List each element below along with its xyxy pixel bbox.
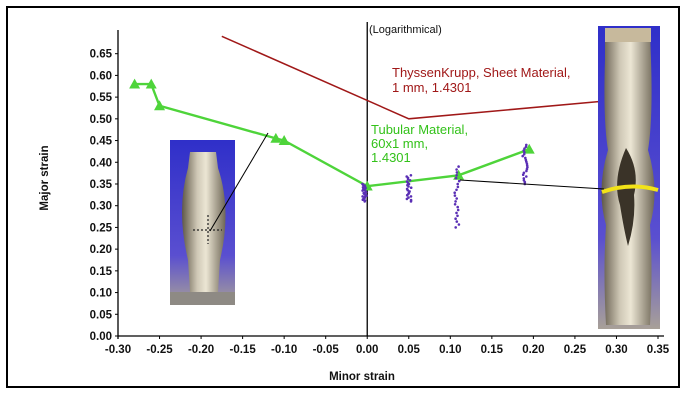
y-tick-label: 0.55 (90, 92, 113, 104)
measurement-point (454, 200, 457, 203)
x-tick-label: 0.35 (647, 344, 670, 356)
series-lines (129, 35, 600, 191)
x-tick-label: -0.05 (313, 344, 340, 356)
x-tick-label: 0.15 (481, 344, 504, 356)
measurement-point (456, 208, 460, 212)
measurement-point (409, 174, 413, 177)
sheet-label-line-2: 1 mm, 1.4301 (392, 80, 472, 95)
measurement-point (455, 174, 458, 177)
measurement-point (457, 223, 461, 226)
measurement-point (523, 147, 526, 150)
measurement-point (453, 191, 457, 194)
measurement-point (405, 175, 409, 178)
measurement-point (453, 203, 457, 206)
specimen-photo-right (598, 26, 660, 329)
measurement-point (361, 186, 365, 189)
triangle-marker (145, 78, 157, 89)
measurement-point (405, 187, 409, 191)
triangle-marker (270, 132, 282, 143)
measurement-point (457, 179, 461, 183)
tubular-series-label: Tubular Material, 60x1 mm, 1.4301 (371, 122, 472, 165)
tick-labels: -0.30 -0.25 -0.20 -0.15 -0.10 -0.05 0.00 0.05 0.… (90, 49, 670, 356)
measurement-point (361, 195, 364, 198)
y-tick-label: 0.30 (90, 201, 112, 213)
x-tick-label: 0.30 (605, 344, 627, 356)
tubular-label-line-1: Tubular Material, (371, 122, 468, 137)
measurement-point (454, 176, 458, 180)
y-tick-label: 0.60 (90, 70, 112, 82)
measurement-point (455, 220, 459, 223)
measurement-point (409, 198, 413, 202)
measurement-point (407, 196, 410, 199)
sheet-series-label: ThyssenKrupp, Sheet Material, 1 mm, 1.43… (392, 65, 574, 95)
log-annotation: (Logarithmical) (369, 24, 442, 36)
measurement-point (363, 195, 367, 199)
y-axis-title: Major strain (39, 145, 51, 210)
y-tick-label: 0.50 (90, 114, 112, 126)
x-tick-label: 0.25 (564, 344, 587, 356)
y-tick-label: 0.15 (90, 266, 113, 278)
measurement-point (409, 195, 413, 198)
axes (115, 22, 664, 339)
measurement-point (524, 156, 527, 160)
measurement-point (454, 226, 458, 229)
x-tick-label: 0.20 (522, 344, 544, 356)
x-tick-label: -0.20 (188, 344, 214, 356)
y-tick-label: 0.00 (90, 331, 112, 343)
triangle-marker (129, 78, 141, 89)
measurement-point (456, 205, 460, 209)
measurement-point (456, 214, 459, 218)
x-tick-label: -0.30 (105, 344, 131, 356)
measurement-point (409, 186, 413, 189)
measurement-point (455, 171, 459, 174)
measurement-point (522, 177, 526, 180)
measurement-point (521, 154, 524, 158)
y-tick-label: 0.10 (90, 288, 112, 300)
specimen-photo-left (170, 140, 235, 305)
measurement-point (408, 179, 412, 182)
y-tick-label: 0.65 (90, 49, 113, 61)
measurement-point (525, 175, 528, 178)
y-tick-label: 0.45 (90, 136, 113, 148)
triangle-marker (278, 135, 290, 145)
scatter-points (361, 143, 529, 229)
measurement-point (456, 185, 460, 189)
measurement-point (455, 211, 458, 215)
y-tick-label: 0.20 (90, 244, 112, 256)
measurement-point (522, 171, 526, 175)
measurement-point (522, 152, 526, 156)
measurement-point (362, 191, 366, 195)
y-tick-label: 0.05 (90, 309, 113, 321)
x-tick-label: 0.00 (356, 344, 378, 356)
measurement-point (457, 165, 460, 168)
x-tick-label: -0.25 (146, 344, 173, 356)
x-tick-label: -0.10 (271, 344, 297, 356)
y-tick-label: 0.40 (90, 157, 112, 169)
measurement-point (453, 194, 457, 197)
sheet-material-line (221, 35, 600, 120)
measurement-point (522, 179, 526, 182)
measurement-point (455, 188, 458, 192)
sheet-label-line-1: ThyssenKrupp, Sheet Material, (392, 65, 570, 80)
x-tick-label: 0.05 (398, 344, 421, 356)
x-axis-title: Minor strain (329, 371, 395, 383)
tubular-label-line-3: 1.4301 (371, 150, 411, 165)
x-tick-label: 0.10 (439, 344, 461, 356)
measurement-point (405, 180, 409, 183)
measurement-point (455, 197, 459, 200)
y-tick-label: 0.35 (90, 179, 113, 191)
measurement-point (455, 168, 458, 171)
triangle-marker (523, 143, 535, 154)
x-tick-label: -0.15 (230, 344, 257, 356)
leader-lines (209, 132, 605, 232)
triangle-marker (154, 100, 166, 111)
measurement-point (408, 190, 411, 193)
measurement-point (361, 182, 364, 186)
measurement-point (456, 182, 460, 186)
measurement-point (525, 143, 528, 147)
y-tick-label: 0.25 (90, 222, 113, 234)
measurement-point (454, 217, 457, 220)
tubular-label-line-2: 60x1 mm, (371, 136, 428, 151)
